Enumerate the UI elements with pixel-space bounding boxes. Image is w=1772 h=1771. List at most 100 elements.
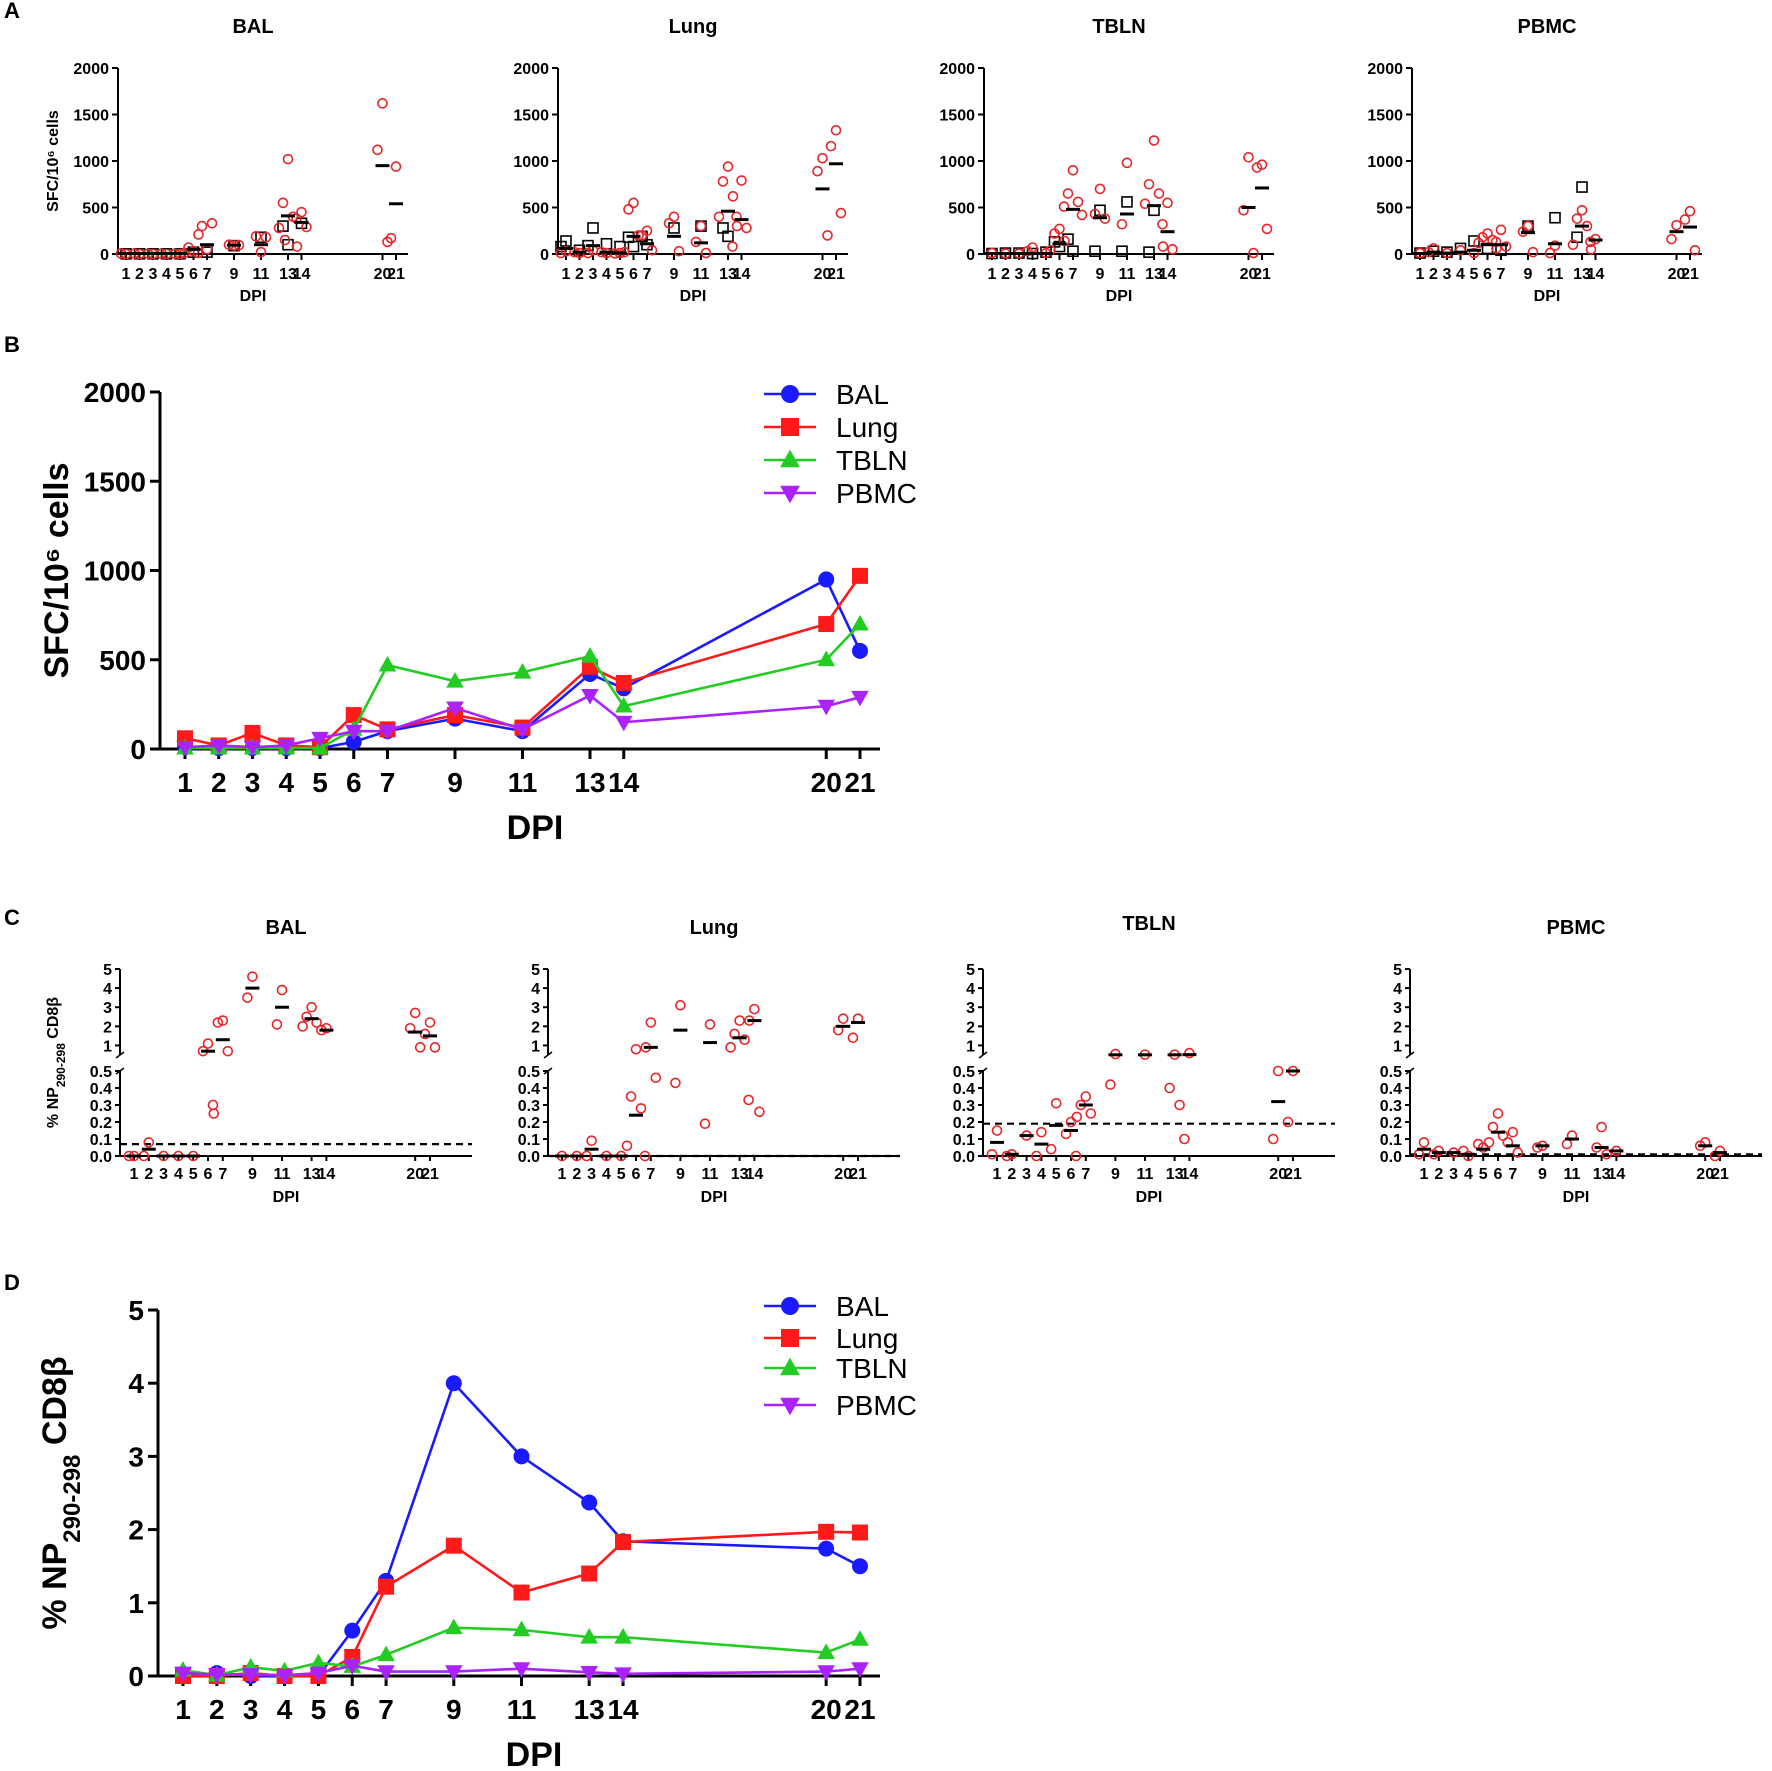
y-tick-label: 0.3 [90,1098,112,1115]
data-point [1022,245,1033,257]
x-axis-label: DPI [507,809,564,847]
y-tick-label: 2 [128,1515,144,1546]
data-point [1248,247,1259,259]
x-tick-label: 2 [1007,1166,1016,1183]
axis-break-mark [1405,1051,1415,1059]
data-point [1261,223,1273,235]
data-point [273,222,285,234]
y-tick-label: 1500 [939,108,975,125]
y-tick-label: 0.3 [953,1098,975,1115]
y-tick-label: 2000 [1367,61,1403,78]
data-point [196,220,208,232]
x-tick-label: 2 [144,1166,153,1183]
data-point [1487,1121,1499,1133]
series-point [817,650,836,667]
x-tick-label: 20 [814,266,832,283]
x-tick-label: 5 [1042,266,1051,283]
series-point [580,1665,598,1682]
x-tick-label: 7 [380,767,396,798]
x-tick-label: 7 [1081,1166,1090,1183]
data-point [700,247,712,259]
control-point [255,231,267,244]
y-tick-label: 0.3 [518,1098,540,1115]
x-tick-label: 7 [1508,1166,1517,1183]
x-tick-label: 1 [130,1166,139,1183]
y-label-sub: 290-298 [59,1455,86,1543]
series-point [445,1375,462,1392]
data-point [1059,235,1070,247]
x-tick-label: 14 [1608,1166,1626,1183]
data-point [739,1034,750,1046]
y-tick-label: 0.4 [953,1081,975,1098]
series-point [241,1668,260,1684]
y-tick-label: 0.1 [953,1132,975,1149]
legend-label: TBLN [836,1353,908,1384]
series-point [378,724,397,741]
data-point [390,161,402,172]
subplot-title: Lung [690,917,739,939]
y-axis-label: SFC/10⁶ cells [45,110,62,212]
legend-entry-bal: BAL [764,1291,889,1322]
y-tick-label: 1 [1393,1038,1402,1055]
legend-entry-tbln: TBLN [764,445,908,476]
data-point [372,144,383,156]
data-point [1596,1121,1607,1133]
subplot-title: TBLN [1092,16,1145,38]
subplot-title: PBMC [1518,16,1577,38]
series-point [614,715,633,732]
y-tick-label: 3 [966,1000,975,1017]
data-point [424,1017,436,1028]
data-point [731,220,743,232]
series-point [615,1534,632,1551]
data-point [1143,178,1155,190]
data-point [1076,209,1088,221]
legend-label: BAL [836,1291,889,1322]
x-axis-label: DPI [680,288,707,305]
data-point [1238,204,1249,216]
series-point [851,690,869,707]
panel-letter-b: B [4,332,20,357]
x-tick-label: 3 [587,1166,596,1183]
y-tick-label: 0.2 [953,1115,975,1132]
data-point [1085,1108,1097,1119]
data-point [1121,157,1133,169]
data-point [847,1032,859,1044]
x-tick-label: 13 [1145,266,1163,283]
data-point [207,1099,219,1111]
data-point [1549,240,1561,251]
series-point [446,701,464,718]
control-point [627,240,640,253]
x-tick-label: 6 [1067,1166,1076,1183]
data-point [713,211,725,223]
series-point [377,1665,395,1681]
x-tick-label: 6 [632,1166,641,1183]
x-tick-label: 3 [243,1694,259,1725]
y-tick-label: 0.5 [1380,1064,1402,1081]
data-point [743,1094,754,1106]
data-point [1267,1133,1279,1145]
data-point [835,207,847,219]
x-tick-label: 6 [346,767,362,798]
x-tick-label: 21 [1711,1166,1729,1183]
y-tick-label: 0 [540,247,549,264]
data-point [812,165,823,177]
y-tick-label: 4 [103,981,112,998]
y-tick-label: 5 [966,962,975,979]
x-tick-label: 21 [1681,266,1699,283]
series-point [852,567,868,584]
legend-marker [780,1357,800,1376]
series-point [176,740,194,757]
x-tick-label: 6 [344,1694,360,1725]
x-tick-label: 13 [1166,1166,1184,1183]
data-point [1492,1108,1504,1119]
data-point [621,1140,633,1152]
x-tick-label: 4 [162,266,171,283]
panel-letter-d: D [4,1270,20,1295]
data-point [1671,219,1682,231]
data-point [321,1022,332,1034]
y-tick-label: 3 [1393,1000,1402,1017]
series-point [817,1643,835,1659]
x-tick-label: 5 [616,266,625,283]
